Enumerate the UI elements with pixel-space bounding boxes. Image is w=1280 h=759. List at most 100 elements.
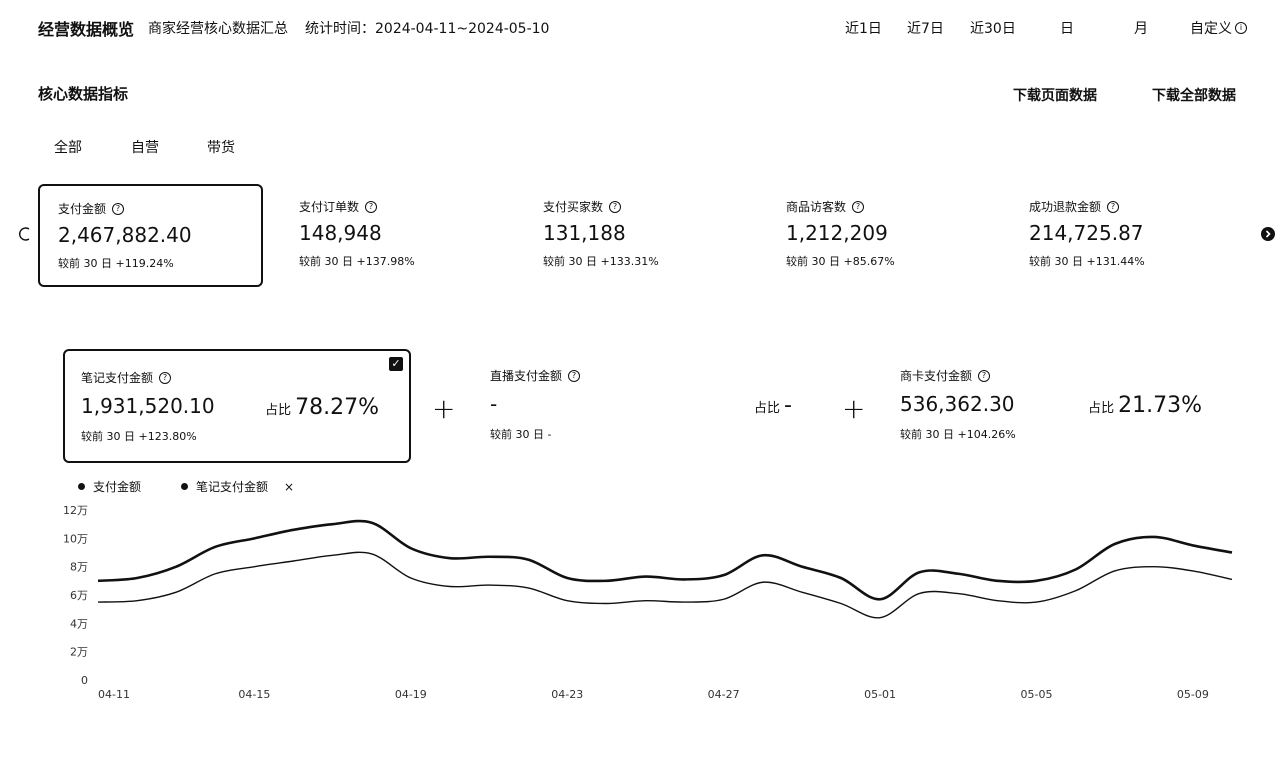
y-tick-label: 0 (81, 674, 88, 687)
source-label: 笔记支付金额 (81, 371, 154, 385)
x-tick-label: 04-15 (238, 688, 270, 701)
share-value: - (784, 393, 792, 418)
source-compare: 较前 30 日 +104.26% (900, 428, 1016, 441)
metric-label-row: 支付买家数? (543, 198, 732, 215)
tab-self[interactable]: 自营 (131, 140, 159, 156)
help-icon[interactable]: ? (112, 202, 125, 215)
help-icon[interactable]: ? (978, 369, 991, 382)
metric-label: 成功退款金额 (1029, 200, 1102, 214)
source-share: 占比 21.73% (1088, 393, 1202, 418)
metric-label: 商品访客数 (786, 200, 847, 214)
share-label: 占比 (1088, 401, 1115, 416)
plus-icon: + (432, 392, 456, 425)
carousel-next-icon[interactable] (1260, 226, 1276, 242)
range-1d[interactable]: 近1日 (845, 21, 882, 37)
download-page-button[interactable]: 下载页面数据 (1013, 88, 1097, 104)
metric-value: 148,948 (299, 221, 382, 245)
source-label: 直播支付金额 (490, 369, 563, 383)
source-compare: 较前 30 日 +123.80% (81, 430, 197, 443)
x-tick-label: 05-05 (1020, 688, 1052, 701)
plus-icon: + (842, 392, 866, 425)
y-tick-label: 10万 (63, 532, 88, 545)
metric-compare: 较前 30 日 +137.98% (299, 255, 415, 268)
source-value: 1,931,520.10 (81, 394, 215, 418)
source-compare: 较前 30 日 - (490, 428, 552, 441)
legend-label: 笔记支付金额 (196, 480, 269, 494)
share-value: 78.27% (295, 395, 379, 420)
y-tick-label: 2万 (70, 646, 88, 659)
metric-label: 支付金额 (58, 202, 107, 216)
download-all-button[interactable]: 下载全部数据 (1152, 88, 1236, 104)
carousel-prev-icon[interactable] (18, 226, 34, 242)
section-title: 核心数据指标 (38, 85, 129, 103)
y-tick-label: 8万 (70, 561, 88, 574)
metric-label-row: 支付订单数? (299, 198, 488, 215)
series-line-1 (97, 519, 1233, 601)
legend-label: 支付金额 (93, 480, 142, 494)
stat-time: 统计时间：2024-04-11~2024-05-10 (305, 21, 550, 37)
source-label-row: 笔记支付金额? (81, 369, 393, 386)
source-label-row: 商卡支付金额? (900, 367, 1216, 384)
source-share: 占比 - (754, 393, 792, 418)
y-tick-label: 12万 (63, 504, 88, 517)
x-tick-label: 04-27 (708, 688, 740, 701)
x-tick-label: 04-11 (98, 688, 130, 701)
metric-value: 131,188 (543, 221, 626, 245)
metric-value: 1,212,209 (786, 221, 888, 245)
source-share: 占比 78.27% (265, 395, 379, 420)
share-value: 21.73% (1118, 393, 1202, 418)
legend-dot-icon (181, 483, 188, 490)
page-title: 经营数据概览 (38, 20, 135, 39)
metric-compare: 较前 30 日 +119.24% (58, 257, 174, 270)
source-label: 商卡支付金额 (900, 369, 973, 383)
source-card-live[interactable]: 直播支付金额? - 较前 30 日 - 占比 - (474, 349, 822, 463)
metric-label-row: 成功退款金额? (1029, 198, 1218, 215)
help-icon[interactable]: ? (852, 200, 865, 213)
metric-card-pay-amount[interactable]: 支付金额? 2,467,882.40 较前 30 日 +119.24% (38, 184, 263, 287)
x-tick-label: 04-19 (395, 688, 427, 701)
source-card-product-card[interactable]: 商卡支付金额? 536,362.30 较前 30 日 +104.26% 占比 21… (884, 349, 1232, 463)
help-icon[interactable]: ? (365, 200, 378, 213)
metric-value: 2,467,882.40 (58, 223, 192, 247)
checkbox-icon[interactable]: ✓ (389, 357, 403, 371)
metric-card-refund[interactable]: 成功退款金额? 214,725.87 较前 30 日 +131.44% (1011, 184, 1236, 287)
series-line-2 (97, 551, 1233, 619)
x-tick-label: 05-09 (1177, 688, 1209, 701)
x-tick-label: 05-01 (864, 688, 896, 701)
help-icon[interactable]: ? (568, 369, 581, 382)
metric-card-orders[interactable]: 支付订单数? 148,948 较前 30 日 +137.98% (281, 184, 506, 287)
page-subtitle: 商家经营核心数据汇总 (148, 21, 288, 37)
info-icon: i (1235, 22, 1247, 34)
legend-close-icon[interactable]: × (284, 479, 295, 494)
tab-all[interactable]: 全部 (54, 140, 82, 156)
y-tick-label: 6万 (70, 589, 88, 602)
range-custom[interactable]: 自定义 i (1190, 18, 1247, 38)
source-value: - (490, 392, 498, 416)
share-label: 占比 (754, 401, 781, 416)
trend-chart: 0 2万 4万 6万 8万 10万 12万 04-11 04-15 04-19 04-23 04-27… (63, 504, 1233, 701)
metric-card-visitors[interactable]: 商品访客数? 1,212,209 较前 30 日 +85.67% (768, 184, 993, 287)
range-7d[interactable]: 近7日 (907, 21, 944, 37)
metric-label: 支付订单数 (299, 200, 360, 214)
help-icon[interactable]: ? (159, 371, 172, 384)
source-label-row: 直播支付金额? (490, 367, 806, 384)
help-icon[interactable]: ? (609, 200, 622, 213)
range-month[interactable]: 月 (1134, 21, 1148, 37)
x-tick-label: 04-23 (551, 688, 583, 701)
source-card-notes[interactable]: ✓ 笔记支付金额? 1,931,520.10 较前 30 日 +123.80% … (63, 349, 411, 463)
range-custom-label: 自定义 (1190, 21, 1232, 37)
range-day[interactable]: 日 (1060, 21, 1074, 37)
metric-label-row: 支付金额? (58, 200, 243, 217)
tab-affiliate[interactable]: 带货 (207, 140, 235, 156)
metric-card-buyers[interactable]: 支付买家数? 131,188 较前 30 日 +133.31% (525, 184, 750, 287)
share-label: 占比 (265, 403, 292, 418)
source-value: 536,362.30 (900, 392, 1015, 416)
legend-item-pay-amount[interactable]: 支付金额 (78, 478, 141, 495)
help-icon[interactable]: ? (1107, 200, 1120, 213)
metric-compare: 较前 30 日 +85.67% (786, 255, 895, 268)
legend-item-notes-amount[interactable]: 笔记支付金额 × (181, 478, 294, 495)
range-30d[interactable]: 近30日 (970, 21, 1016, 37)
metric-compare: 较前 30 日 +131.44% (1029, 255, 1145, 268)
metric-label-row: 商品访客数? (786, 198, 975, 215)
legend-dot-icon (78, 483, 85, 490)
